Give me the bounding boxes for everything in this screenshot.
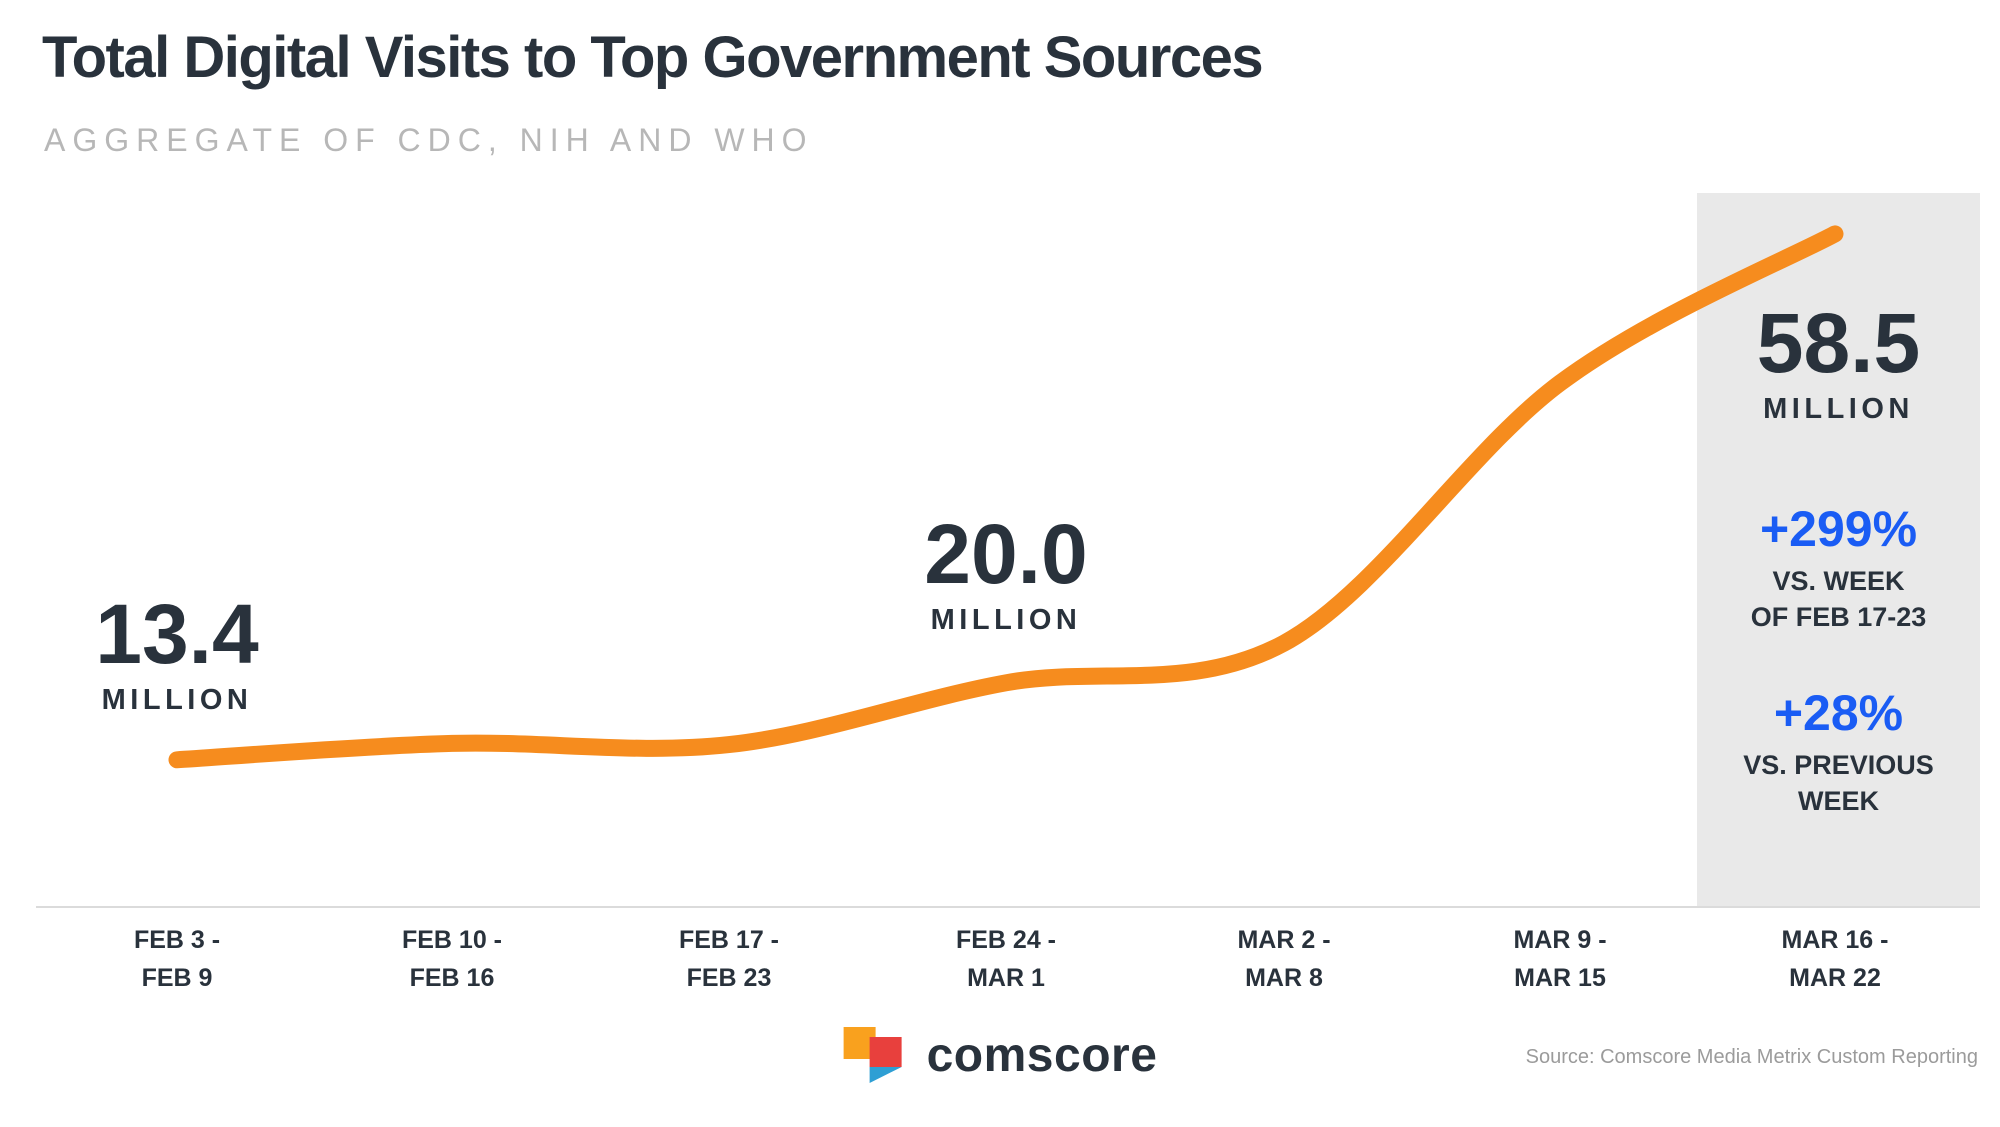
stat-value: +28% [1773,684,1904,741]
comscore-logo: comscore [843,1026,1158,1084]
stat-label: VS. PREVIOUS WEEK [1743,749,1934,817]
x-axis-label: MAR 16 - MAR 22 [1781,926,1889,992]
page-title: Total Digital Visits to Top Government S… [42,25,1264,90]
x-axis-label: FEB 17 - FEB 23 [678,926,780,992]
trend-line [168,225,1844,769]
x-axis-labels: FEB 3 - FEB 9 FEB 10 - FEB 16 FEB 17 - FEB… [0,922,2000,1002]
annotation-value: 13.4 [95,587,259,681]
annotation-week4: 20.0 MILLION [924,512,1088,637]
annotation-unit: MILLION [101,684,253,716]
annotation-value: 58.5 [1756,296,1921,390]
comscore-wordmark: comscore [926,1028,1158,1082]
x-axis-line [36,906,1980,908]
comscore-logo-icon [843,1027,902,1083]
annotation-unit: MILLION [930,604,1082,636]
annotation-value: 20.0 [924,507,1088,601]
x-axis-label: FEB 3 - FEB 9 [133,926,221,992]
page-subtitle: AGGREGATE OF CDC, NIH AND WHO [44,122,814,158]
highlight-panel: 58.5 MILLION +299% VS. WEEK OF FEB 17-23… [1697,193,1980,906]
x-axis-label: FEB 24 - MAR 1 [955,926,1057,992]
stat-vs-previous-week: +28% VS. PREVIOUS WEEK [1697,684,1980,820]
x-axis-label: MAR 9 - MAR 15 [1513,926,1607,992]
x-axis-label: FEB 10 - FEB 16 [401,926,503,992]
annotation-unit: MILLION [1763,393,1914,425]
stat-vs-week-feb17: +299% VS. WEEK OF FEB 17-23 [1697,502,1980,636]
source-attribution: Source: Comscore Media Metrix Custom Rep… [1525,1046,1978,1068]
stat-value: +299% [1759,501,1918,557]
annotation-week1: 13.4 MILLION [95,592,259,717]
stat-label: VS. WEEK OF FEB 17-23 [1750,566,1927,633]
x-axis-label: MAR 2 - MAR 8 [1237,926,1331,992]
